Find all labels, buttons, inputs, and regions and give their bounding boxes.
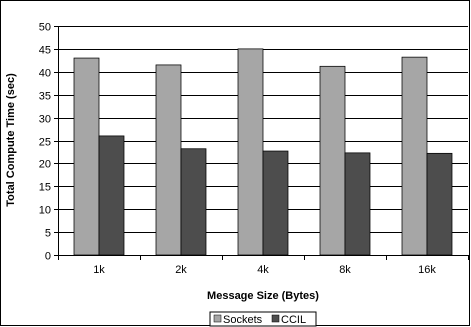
y-tick-label: 45	[39, 45, 51, 57]
y-axis-title: Total Compute Time (sec)	[5, 73, 17, 207]
y-tick-label: 10	[39, 205, 51, 217]
x-tick-labels: 1k 2k 4k 8k 16k	[93, 264, 436, 276]
legend-swatch-ccil	[271, 314, 280, 323]
x-tick-label: 8k	[339, 264, 351, 276]
y-tick-labels: 0 5 10 15 20 25 30 35 40 45 50	[39, 22, 51, 263]
legend-label-sockets: Sockets	[223, 314, 263, 326]
bar-ccil-2k	[180, 148, 207, 256]
x-tick-label: 16k	[418, 264, 436, 276]
legend-box	[209, 311, 317, 327]
bar-sockets-1k	[73, 57, 100, 256]
x-tick-label: 4k	[257, 264, 269, 276]
y-tick-label: 5	[45, 228, 51, 240]
x-tick-label: 1k	[93, 264, 105, 276]
x-tick-label: 2k	[175, 264, 187, 276]
y-tick-label: 40	[39, 68, 51, 80]
y-tick-label: 20	[39, 159, 51, 171]
y-tick-label: 30	[39, 114, 51, 126]
y-tick-label: 35	[39, 91, 51, 103]
y-tick-label: 15	[39, 182, 51, 194]
bar-ccil-1k	[98, 135, 125, 256]
y-tick-label: 25	[39, 137, 51, 149]
legend-label-ccil: CCIL	[281, 314, 306, 326]
bar-sockets-8k	[319, 65, 346, 256]
bar-sockets-4k	[237, 48, 264, 256]
bars	[73, 48, 453, 256]
y-tick-label: 50	[39, 22, 51, 34]
bar-sockets-16k	[401, 56, 428, 256]
y-tick-label: 0	[45, 251, 51, 263]
bar-ccil-4k	[262, 150, 289, 256]
bar-sockets-2k	[155, 64, 182, 256]
legend: Sockets CCIL	[209, 311, 317, 327]
legend-swatch-sockets	[213, 314, 222, 323]
bar-ccil-16k	[426, 152, 453, 256]
axes	[54, 26, 469, 260]
x-axis-title: Message Size (Bytes)	[207, 290, 319, 302]
bar-ccil-8k	[344, 152, 371, 256]
